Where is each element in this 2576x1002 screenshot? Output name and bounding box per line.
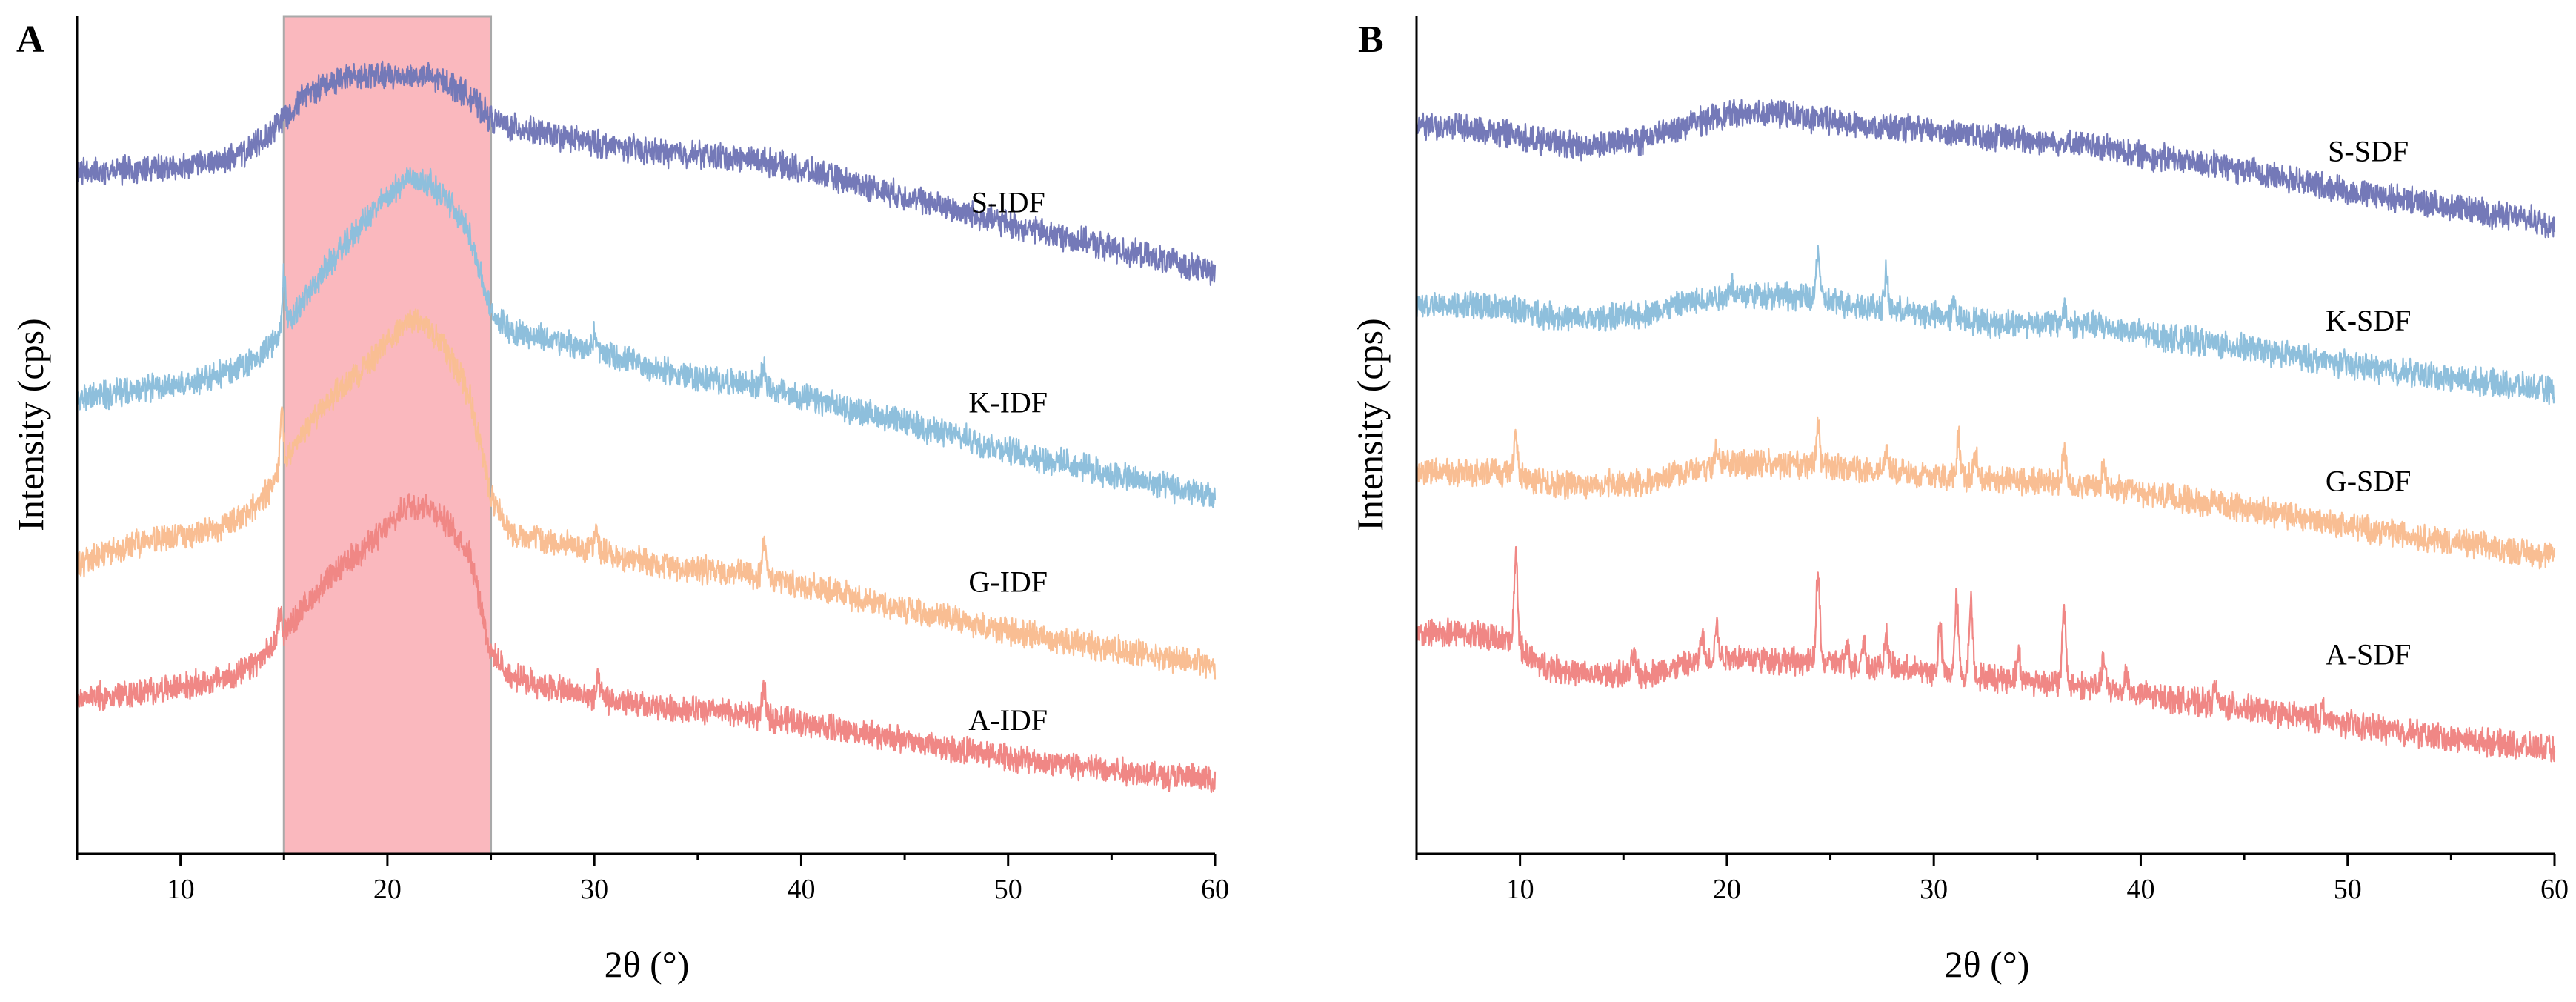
panel-b-plot-area: S-SDF K-SDF G-SDF A-SDF 10 20 30 40 50 60 [1415,16,2569,905]
series-label-g-sdf: G-SDF [2326,465,2412,498]
series-line-k-idf [76,167,1217,508]
panel-b-x-axis-title: 2θ (°) [1945,943,2030,985]
series-label-k-idf: K-IDF [968,385,1048,419]
x-tick-label: 40 [2126,874,2154,905]
panel-a-y-axis-title: Intensity (cps) [10,318,51,531]
x-tick-label: 60 [2540,874,2569,905]
series-label-a-idf: A-IDF [968,703,1048,737]
series-label-s-sdf: S-SDF [2328,134,2409,167]
series-label-g-idf: G-IDF [968,565,1048,598]
panel-b-letter: B [1358,19,1384,61]
series-label-k-sdf: K-SDF [2326,304,2412,337]
series-line-g-idf [76,308,1217,680]
panel-b: B S-SDF K-SDF G-SDF A-SDF 10 20 30 40 50 60 Inten… [1349,16,2569,985]
series-label-a-sdf: A-SDF [2326,638,2412,671]
x-tick-label: 20 [373,874,402,905]
x-tick-label: 20 [1713,874,1741,905]
panel-a-plot-area: S-IDF K-IDF G-IDF A-IDF 10 20 30 40 50 60 [76,15,1229,905]
x-tick-label: 30 [580,874,608,905]
x-tick-label: 50 [2334,874,2362,905]
series-line-k-sdf [1415,245,2555,405]
x-tick-label: 10 [1506,874,1534,905]
x-tick-label: 60 [1201,874,1229,905]
panel-a-letter: A [16,19,44,61]
series-line-a-idf [76,493,1217,793]
panel-a-x-axis-title: 2θ (°) [605,943,690,985]
panel-b-y-axis-title: Intensity (cps) [1349,318,1391,531]
series-line-a-sdf [1415,545,2556,763]
series-line-g-sdf [1415,416,2556,570]
series-label-s-idf: S-IDF [971,185,1045,219]
x-tick-label: 50 [994,874,1022,905]
x-tick-label: 40 [787,874,815,905]
highlight-region [282,15,493,855]
x-tick-label: 10 [167,874,195,905]
series-line-s-idf [76,60,1217,286]
x-tick-label: 30 [1920,874,1948,905]
panel-a: A S-IDF K-IDF G-IDF A-IDF 10 20 30 40 50 60 Inten… [10,15,1229,985]
series-line-s-sdf [1415,99,2556,239]
